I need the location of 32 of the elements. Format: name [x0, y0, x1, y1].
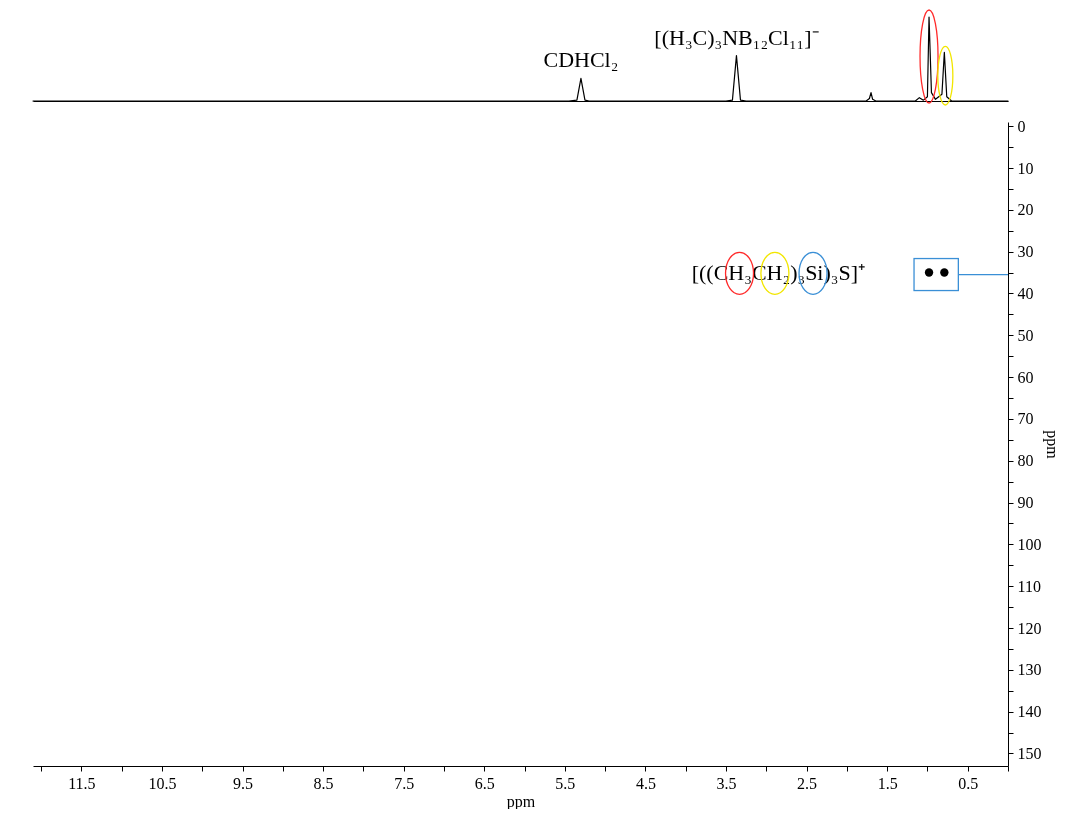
y-tick-label: 140: [1017, 703, 1042, 721]
y-tick-label: 50: [1017, 326, 1034, 344]
annotation: CDHCl₂: [543, 47, 619, 73]
x-tick-label: 9.5: [233, 774, 253, 792]
x-tick-label: 6.5: [474, 774, 495, 792]
y-tick-label: 120: [1017, 619, 1042, 637]
y-tick-label: 20: [1017, 201, 1034, 219]
x-tick-label: 0.5: [958, 774, 979, 792]
y-tick-label: 110: [1017, 577, 1041, 595]
x-tick-label: 8.5: [313, 774, 334, 792]
x-tick-label: 5.5: [555, 774, 576, 792]
annotation: [(H₃C)₃NB₁₂Cl₁₁]⁻: [654, 24, 819, 50]
y-tick-label: 80: [1017, 452, 1034, 470]
x-tick-label: 3.5: [716, 774, 737, 792]
y-tick-label: 0: [1017, 117, 1026, 135]
y-axis-title: ppm: [1042, 430, 1061, 460]
y-tick-label: 130: [1017, 661, 1042, 679]
x-tick-label: 7.5: [394, 774, 415, 792]
y-tick-label: 70: [1017, 410, 1034, 428]
x-tick-label: 2.5: [797, 774, 818, 792]
x-tick-label: 10.5: [148, 774, 177, 792]
x-tick-label: 4.5: [635, 774, 656, 792]
y-tick-label: 40: [1017, 284, 1034, 302]
x-axis-title: ppm: [506, 792, 536, 811]
x-tick-label: 11.5: [68, 774, 96, 792]
y-tick-label: 100: [1017, 535, 1042, 553]
y-tick-label: 30: [1017, 243, 1034, 261]
x-tick-label: 1.5: [877, 774, 898, 792]
y-tick-label: 10: [1017, 159, 1034, 177]
y-tick-label: 90: [1017, 494, 1034, 512]
y-tick-label: 60: [1017, 368, 1034, 386]
y-tick-label: 150: [1017, 744, 1042, 762]
